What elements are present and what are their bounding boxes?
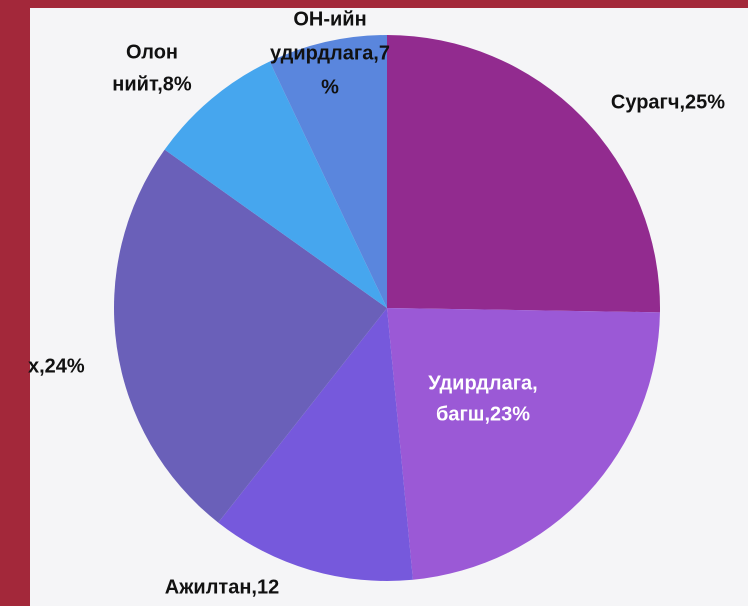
- slice-label: Олон: [126, 41, 178, 63]
- slice-label: Сурагч,25%: [611, 91, 725, 113]
- slice-label: ОН-ийн: [293, 8, 366, 30]
- pie-slice: [269, 35, 387, 308]
- pie-slice: [114, 149, 388, 523]
- pie-slice: [164, 61, 387, 309]
- slice-label: Удирдлага,: [428, 372, 537, 394]
- slice-label: удирдлага,7: [270, 42, 390, 64]
- pie-slice: [387, 308, 660, 580]
- slice-label: Ажилтан,12: [165, 576, 279, 598]
- slice-label: багш,23%: [436, 403, 530, 425]
- slice-label: х,24%: [28, 355, 85, 377]
- pie-slice: [218, 308, 413, 582]
- slice-label: %: [321, 76, 339, 98]
- slice-label: нийт,8%: [112, 73, 192, 95]
- pie-slice: [387, 35, 660, 313]
